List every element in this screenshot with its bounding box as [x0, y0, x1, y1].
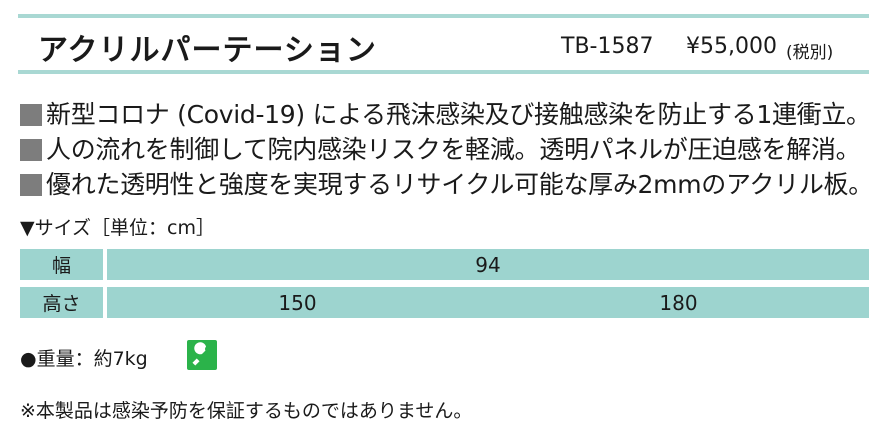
square-bullet-icon: [20, 103, 42, 126]
feature-item: 新型コロナ (Covid-19) による飛沫感染及び接触感染を防止する1連衝立。: [20, 97, 880, 132]
disclaimer-note: ※本製品は感染予防を保証するものではありません。: [20, 400, 473, 422]
square-bullet-icon: [20, 173, 42, 196]
tax-note: (税別): [786, 43, 834, 63]
product-title: アクリルパーテーション: [38, 33, 377, 68]
size-value: 180: [488, 287, 869, 318]
header-bottom-rule: [18, 70, 869, 74]
wrench-icon: [187, 340, 217, 370]
feature-text: 優れた透明性と強度を実現するリサイクル可能な厚み2mmのアクリル板。: [46, 170, 873, 199]
weight-info: ●重量：約7kg: [20, 348, 148, 370]
model-number: TB-1587: [561, 34, 654, 59]
size-value: 150: [107, 287, 488, 318]
row-header: 幅: [20, 249, 103, 280]
square-bullet-icon: [20, 138, 42, 161]
feature-item: 優れた透明性と強度を実現するリサイクル可能な厚み2mmのアクリル板。: [20, 167, 880, 202]
size-row-width: 幅 94: [20, 249, 869, 280]
feature-text: 新型コロナ (Covid-19) による飛沫感染及び接触感染を防止する1連衝立。: [46, 100, 871, 129]
feature-item: 人の流れを制御して院内感染リスクを軽減。透明パネルが圧迫感を解消。: [20, 132, 880, 167]
feature-text: 人の流れを制御して院内感染リスクを軽減。透明パネルが圧迫感を解消。: [46, 135, 861, 164]
price: ¥55,000: [686, 34, 777, 59]
top-rule: [18, 14, 869, 18]
size-row-height: 高さ 150 180: [20, 287, 869, 318]
size-table-label: ▼サイズ［単位：cm］: [20, 217, 215, 239]
size-value: 94: [107, 249, 869, 280]
row-header: 高さ: [20, 287, 103, 318]
feature-list: 新型コロナ (Covid-19) による飛沫感染及び接触感染を防止する1連衝立。…: [20, 97, 880, 202]
